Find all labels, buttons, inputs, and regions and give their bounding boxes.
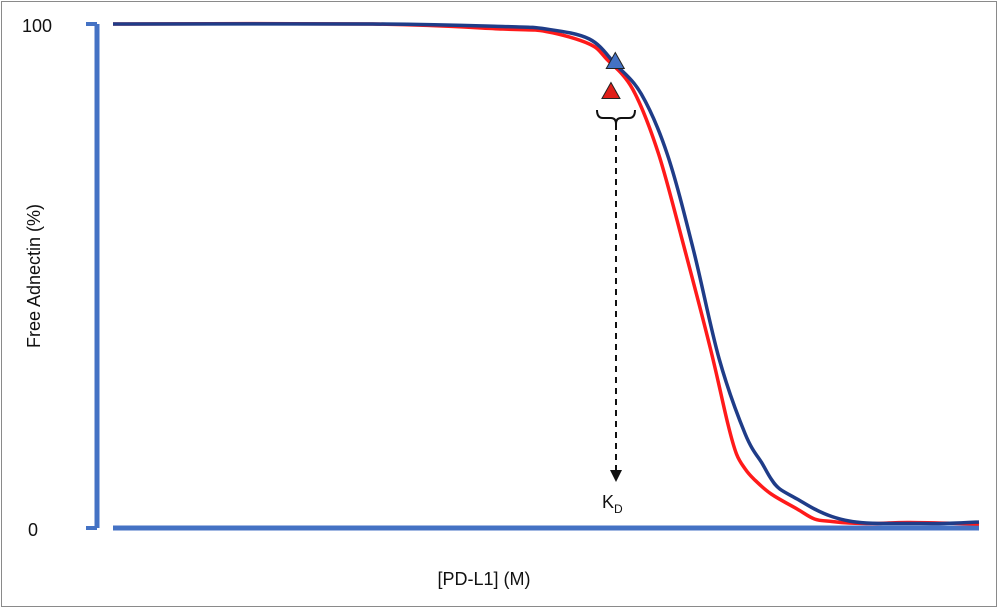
- kd-label: KD: [602, 492, 623, 516]
- marker-red-triangle: [601, 81, 621, 99]
- kd-bracket: [596, 109, 636, 125]
- kd-label-main: K: [602, 492, 614, 512]
- kd-annotation: KD: [596, 109, 636, 516]
- series-blue-curve: [112, 22, 980, 526]
- marker-blue-triangle: [605, 51, 626, 69]
- kd-arrow-head: [610, 470, 622, 482]
- series-red-curve: [112, 21, 980, 526]
- marker-layer: [601, 51, 626, 99]
- series-layer: [112, 21, 980, 526]
- x-axis-title: [PD-L1] (M): [437, 569, 530, 589]
- y-tick-label-0: 0: [28, 520, 38, 540]
- y-tick-label-100: 100: [22, 16, 52, 36]
- kd-label-subscript: D: [614, 502, 623, 516]
- y-axis-title: Free Adnectin (%): [24, 204, 44, 348]
